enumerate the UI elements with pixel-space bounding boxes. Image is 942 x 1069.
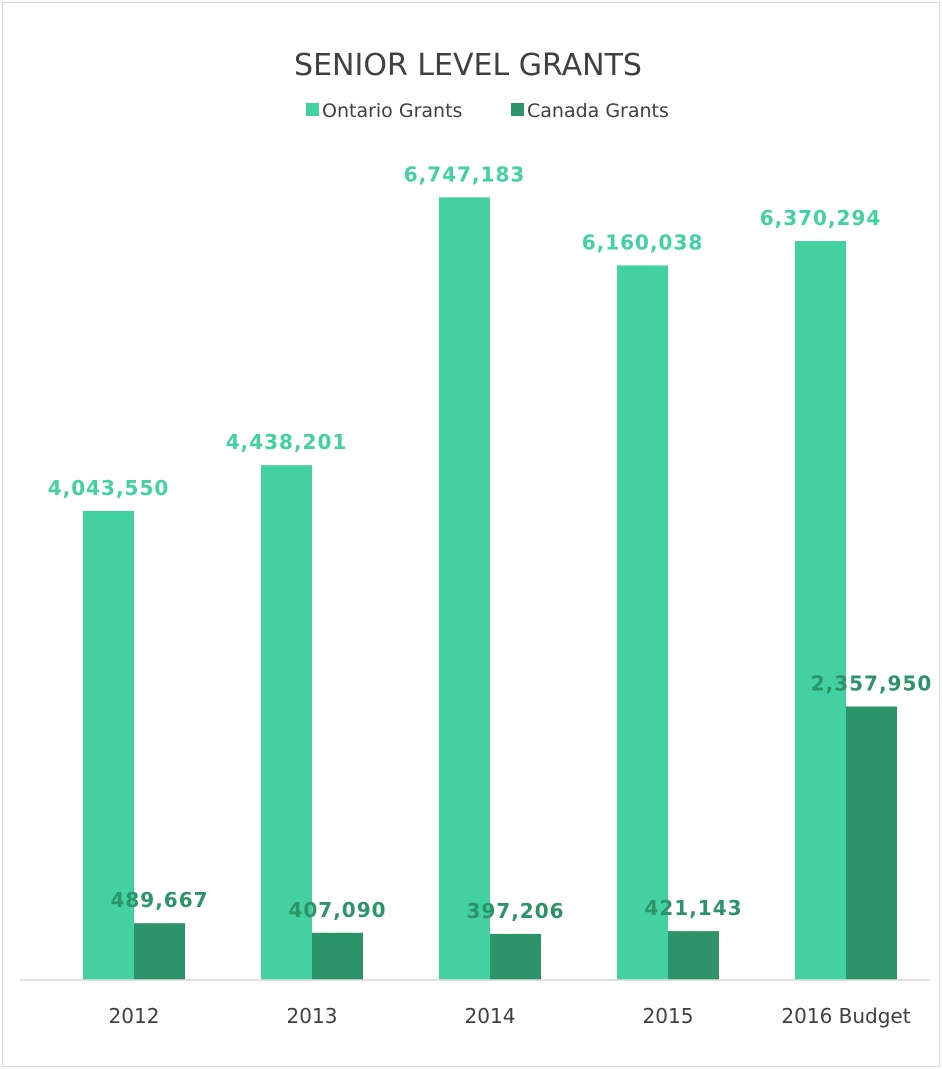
legend-swatch-ontario-grants <box>306 103 319 116</box>
data-label-ontario-2016-budget: 6,370,294 <box>760 206 882 230</box>
data-label-canada-2014: 397,206 <box>466 899 564 923</box>
data-label-canada-2012: 489,667 <box>110 888 208 912</box>
bar-canada-2015 <box>668 931 719 980</box>
data-label-ontario-2015: 6,160,038 <box>582 230 704 254</box>
data-label-canada-2015: 421,143 <box>644 896 742 920</box>
data-label-ontario-2012: 4,043,550 <box>48 476 170 500</box>
bar-ontario-2015 <box>617 265 668 981</box>
bar-canada-2012 <box>134 923 185 980</box>
bar-canada-2013 <box>312 932 363 980</box>
data-label-ontario-2014: 6,747,183 <box>404 162 526 186</box>
data-label-canada-2016-budget: 2,357,950 <box>811 671 933 695</box>
bar-ontario-2016-budget <box>795 241 846 980</box>
bar-canada-2016-budget <box>846 706 897 980</box>
legend-swatch-canada-grants <box>511 103 524 116</box>
x-tick-label-2012: 2012 <box>109 1004 160 1028</box>
x-axis-tick-labels: 2012 2013 2014 2015 2016 Budget <box>109 1004 911 1028</box>
bar-ontario-2012 <box>83 510 134 980</box>
data-label-ontario-2013: 4,438,201 <box>226 430 348 454</box>
x-tick-label-2016-budget: 2016 Budget <box>781 1004 910 1028</box>
x-tick-label-2014: 2014 <box>465 1004 516 1028</box>
bar-ontario-2014 <box>439 197 490 980</box>
data-labels-group: 4,043,550 489,667 4,438,201 407,090 6,747,18… <box>48 162 933 923</box>
x-tick-label-2013: 2013 <box>287 1004 338 1028</box>
legend: Ontario Grants Canada Grants <box>306 100 669 122</box>
chart-title: SENIOR LEVEL GRANTS <box>294 48 642 83</box>
x-tick-label-2015: 2015 <box>643 1004 694 1028</box>
legend-label-ontario-grants: Ontario Grants <box>322 100 462 122</box>
bar-canada-2014 <box>490 933 541 980</box>
data-label-canada-2013: 407,090 <box>288 898 386 922</box>
bars-group <box>83 197 897 981</box>
legend-label-canada-grants: Canada Grants <box>527 100 669 122</box>
bar-ontario-2013 <box>261 465 312 980</box>
